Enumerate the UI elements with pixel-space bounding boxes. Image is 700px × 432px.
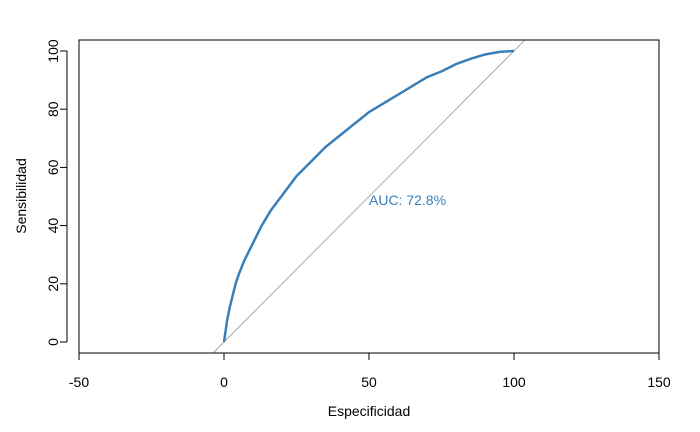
y-tick-label: 0 [45, 338, 61, 346]
x-tick-label: -50 [69, 374, 89, 390]
auc-annotation: AUC: 72.8% [369, 192, 446, 208]
roc-curve-line [222, 49, 515, 343]
x-tick-label: 0 [220, 374, 228, 390]
y-tick-label: 60 [45, 159, 61, 175]
y-tick-label: 80 [45, 101, 61, 117]
x-axis-title: Especificidad [328, 403, 411, 419]
x-tick-label: 150 [647, 374, 671, 390]
reference-diagonal-line [212, 40, 526, 353]
y-tick-label: 100 [45, 39, 61, 63]
y-tick-label: 20 [45, 276, 61, 292]
y-axis-title: Sensibilidad [13, 158, 29, 234]
y-tick-label: 40 [45, 218, 61, 234]
x-tick-label: 100 [502, 374, 526, 390]
x-tick-label: 50 [361, 374, 377, 390]
